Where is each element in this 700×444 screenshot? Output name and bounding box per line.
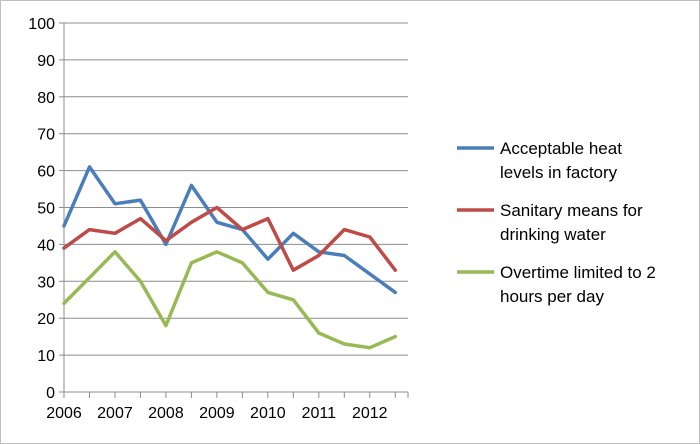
gridlines [64, 22, 408, 356]
y-tick-label: 60 [37, 164, 55, 181]
legend-label: Sanitary means for [500, 201, 643, 220]
legend-label: levels in factory [500, 163, 618, 182]
x-tick-label: 2011 [302, 405, 337, 422]
x-tick-label: 2010 [250, 405, 286, 422]
y-tick-label: 40 [37, 237, 55, 254]
x-tick-label: 2008 [148, 405, 184, 422]
y-tick-label: 0 [46, 385, 55, 402]
y-tick-label: 90 [37, 53, 55, 70]
y-tick-label: 100 [28, 16, 55, 33]
x-axis-ticks: 2006 2007 2008 2009 2010 2011 2012 [46, 392, 409, 422]
y-tick-label: 20 [37, 311, 55, 328]
series-lines [62, 165, 398, 350]
y-tick-label: 50 [37, 201, 55, 218]
y-tick-label: 70 [37, 127, 55, 144]
legend-label: drinking water [500, 225, 606, 244]
x-tick-label: 2009 [199, 405, 235, 422]
series-line-1 [62, 165, 398, 295]
x-tick-label: 2007 [97, 405, 133, 422]
legend-label: Acceptable heat [500, 139, 622, 158]
y-tick-label: 80 [37, 90, 55, 107]
legend-label: hours per day [500, 287, 604, 306]
series-line-3 [62, 250, 398, 350]
legend-label: Overtime limited to 2 [500, 263, 656, 282]
y-axis-ticks: 0 10 20 30 40 50 60 70 80 90 100 [28, 16, 64, 402]
y-tick-label: 10 [37, 348, 55, 365]
series-line-2 [62, 205, 398, 272]
y-tick-label: 30 [37, 274, 55, 291]
x-tick-label: 2012 [352, 405, 388, 422]
x-tick-label: 2006 [46, 405, 82, 422]
legend: Acceptable heat levels in factory Sanitary… [457, 139, 656, 306]
